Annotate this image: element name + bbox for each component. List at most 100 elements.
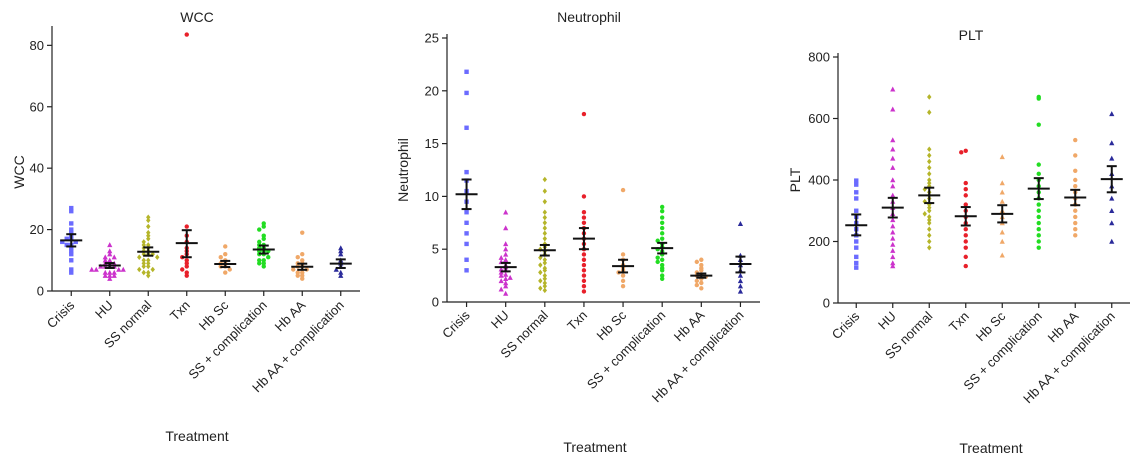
data-point [659, 257, 665, 262]
data-point [699, 280, 704, 286]
data-point [1073, 233, 1078, 238]
data-point [659, 208, 665, 214]
data-point [107, 257, 113, 263]
data-point [261, 236, 266, 241]
data-point [927, 226, 932, 232]
data-point [338, 251, 344, 257]
data-point [180, 267, 185, 272]
data-point [155, 254, 160, 261]
data-point [107, 242, 113, 248]
data-point [498, 286, 504, 292]
chart-neutrophil: Neutrophil Neutrophil Treatment 0 5 10 15 20… [395, 9, 760, 455]
data-point [69, 251, 74, 257]
x-axis-label: Treatment [563, 439, 626, 455]
data-point [694, 282, 700, 288]
x-category-label: Hb AA [671, 307, 708, 344]
data-point [737, 283, 744, 289]
chart-title: WCC [180, 9, 213, 25]
data-point [107, 275, 113, 281]
data-point [542, 287, 548, 294]
data-point [257, 258, 262, 263]
data-point [146, 260, 151, 267]
data-point [963, 187, 968, 192]
data-point [1036, 245, 1041, 250]
y-tick-label: 10 [425, 189, 439, 204]
data-point [464, 220, 469, 225]
data-point [655, 238, 660, 243]
y-axis-label: Neutrophil [395, 138, 411, 202]
data-point [890, 155, 896, 161]
data-point [69, 230, 74, 235]
data-point [890, 241, 896, 247]
data-point [854, 182, 859, 187]
data-point [223, 244, 228, 249]
data-point [291, 267, 296, 272]
data-point [503, 271, 509, 277]
x-category-label: Txn [167, 298, 193, 324]
data-point [927, 94, 932, 100]
data-point [963, 254, 968, 260]
data-point [146, 263, 151, 270]
data-point [963, 202, 968, 207]
data-point [141, 269, 146, 276]
data-point [620, 252, 626, 257]
data-point [111, 272, 117, 278]
data-point [999, 154, 1005, 160]
data-point [184, 264, 189, 269]
data-point [464, 90, 469, 96]
data-point [1073, 183, 1078, 189]
data-point [620, 187, 626, 193]
data-point [927, 207, 932, 214]
data-point [223, 270, 228, 275]
data-point [927, 214, 932, 220]
data-point [1073, 153, 1078, 158]
data-point [854, 196, 859, 201]
data-point [146, 242, 151, 248]
data-point [184, 261, 189, 266]
data-point [184, 224, 189, 229]
x-category-label: Crisis [44, 297, 78, 331]
data-point [890, 146, 896, 152]
data-point [107, 251, 113, 257]
data-point [141, 239, 146, 245]
data-point [620, 283, 626, 289]
x-axis-label: Treatment [959, 440, 1022, 456]
data-point [927, 238, 932, 245]
data-point [963, 180, 968, 186]
y-axis-label: WCC [11, 155, 27, 188]
data-point [184, 270, 189, 275]
data-point [963, 239, 968, 244]
data-point [538, 285, 543, 292]
data-point [581, 111, 587, 117]
data-point [1036, 208, 1041, 213]
data-point [999, 180, 1005, 186]
data-point [464, 257, 469, 262]
data-point [542, 188, 548, 194]
data-point [498, 254, 504, 260]
data-point [1073, 214, 1078, 220]
data-point [581, 262, 587, 268]
data-point [464, 268, 469, 273]
data-point [542, 209, 548, 216]
data-point [64, 236, 69, 241]
data-point [890, 235, 896, 241]
data-point [927, 152, 932, 159]
data-point [890, 86, 896, 92]
data-point [1109, 155, 1115, 161]
y-tick-label: 60 [30, 99, 44, 114]
data-point [1073, 177, 1078, 183]
data-point [737, 272, 744, 278]
data-point [503, 246, 509, 252]
data-point [890, 229, 896, 235]
data-point [854, 239, 859, 244]
y-tick-label: 600 [808, 111, 830, 126]
data-point [542, 220, 548, 226]
y-tick-label: 400 [808, 173, 830, 188]
data-point [464, 231, 469, 236]
data-point [69, 267, 74, 272]
data-point [890, 217, 896, 223]
data-point [737, 278, 744, 284]
data-point [300, 251, 305, 257]
data-point [890, 137, 896, 143]
